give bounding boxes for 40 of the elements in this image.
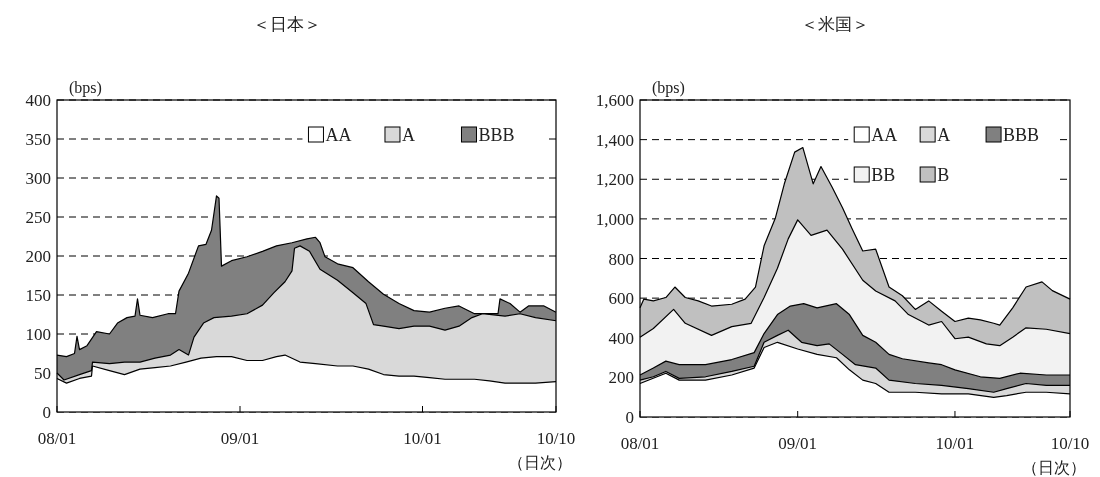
x-tick-label: 09/01 (220, 429, 260, 448)
y-tick-label: 200 (25, 247, 51, 266)
y-tick-label: 200 (608, 368, 634, 388)
y-tick-label: 0 (625, 408, 634, 427)
x-tick-label: 09/01 (778, 434, 818, 453)
y-tick-label: 400 (608, 328, 634, 348)
y-tick-label: 1,000 (595, 209, 634, 229)
legend-label: A (401, 125, 415, 145)
y-axis-title: (bps) (652, 79, 685, 97)
y-tick-label: 400 (25, 91, 51, 110)
legend-label: A (937, 125, 951, 145)
legend-label: AA (871, 125, 898, 145)
y-tick-label: 50 (34, 364, 51, 383)
legend-label: BB (871, 165, 896, 185)
y-tick-label: 1,400 (595, 130, 634, 150)
y-axis-title: (bps) (69, 79, 102, 97)
x-tick-label: 10/10 (536, 429, 576, 448)
y-tick-label: 600 (608, 289, 634, 309)
x-tick-label: 10/01 (935, 434, 975, 453)
legend-label: BBB (1003, 125, 1040, 145)
y-tick-label: 800 (608, 249, 634, 269)
x-tick-label: 08/01 (37, 429, 77, 448)
chart-title: ＜日本＞ (252, 15, 321, 34)
legend-label: BBB (478, 125, 515, 145)
x-tick-label: 08/01 (620, 434, 660, 453)
text: （日次） (1022, 459, 1086, 476)
y-tick-label: 0 (42, 403, 51, 422)
text: （日次） (508, 454, 572, 471)
y-tick-label: 250 (25, 208, 51, 227)
chart-title: ＜米国＞ (801, 15, 869, 34)
y-tick-label: 1,200 (595, 170, 634, 190)
y-tick-label: 100 (25, 325, 51, 344)
x-tick-label: 10/10 (1050, 434, 1090, 453)
y-tick-label: 300 (25, 169, 51, 188)
y-tick-label: 350 (25, 130, 51, 149)
legend-label: B (937, 165, 950, 185)
y-tick-label: 150 (25, 286, 51, 305)
legend-label: AA (325, 125, 352, 145)
y-tick-label: 1,600 (595, 91, 634, 110)
x-tick-label: 10/01 (403, 429, 442, 448)
